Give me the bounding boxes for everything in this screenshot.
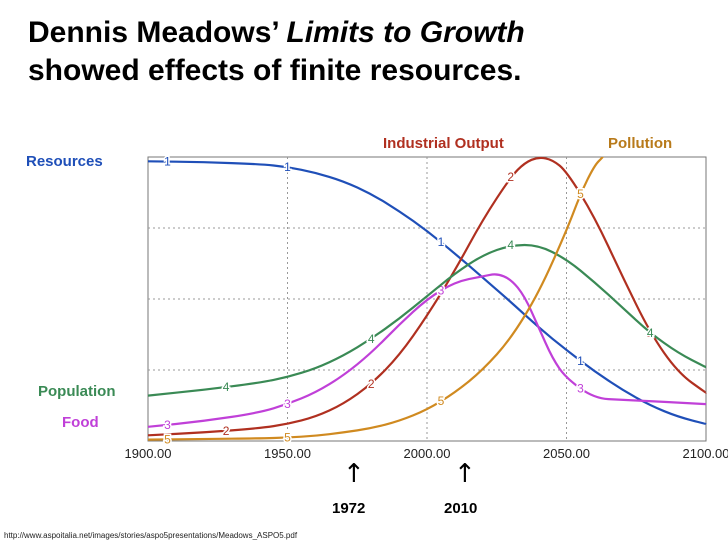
x-tick-label: 2050.00 <box>543 446 590 461</box>
series-marker: 4 <box>368 332 375 346</box>
series-marker: 3 <box>438 283 445 297</box>
series-line-food <box>147 273 707 428</box>
x-tick-label: 1900.00 <box>125 446 172 461</box>
series-marker: 4 <box>507 238 514 252</box>
label-population: Population <box>38 383 116 400</box>
series-marker: 2 <box>223 424 230 438</box>
series-marker: 5 <box>438 394 445 408</box>
series-marker: 5 <box>164 432 171 446</box>
label-industrial-output: Industrial Output <box>383 135 504 152</box>
title-prefix: Dennis Meadows’ <box>28 16 287 49</box>
series-marker: 1 <box>438 235 445 249</box>
series-marker: 3 <box>284 397 291 411</box>
series-marker: 1 <box>284 160 291 174</box>
arrow-up-icon: ↑ <box>343 459 365 489</box>
series-marker: 4 <box>223 380 230 394</box>
source-citation: http://www.aspoitalia.net/images/stories… <box>4 531 298 540</box>
title-book: Limits to Growth <box>286 16 525 49</box>
annotation-2010: 2010 <box>444 500 478 517</box>
slide-title: Dennis Meadows’ Limits to Growth showed e… <box>28 14 718 90</box>
annotation-1972: 1972 <box>332 500 366 517</box>
series-line-industrial-output <box>147 156 708 437</box>
x-tick-label: 2000.00 <box>404 446 451 461</box>
label-pollution: Pollution <box>608 135 673 152</box>
series-marker: 2 <box>507 170 514 184</box>
series-marker: 2 <box>368 377 375 391</box>
series-marker: 1 <box>164 155 171 169</box>
x-tick-label: 1950.00 <box>264 446 311 461</box>
series-marker: 3 <box>577 381 584 395</box>
series-marker: 1 <box>577 354 584 368</box>
label-food: Food <box>62 414 99 431</box>
series-line-resources <box>147 160 707 426</box>
label-resources: Resources <box>26 153 103 170</box>
series-marker: 3 <box>164 418 171 432</box>
arrow-up-icon: ↑ <box>454 459 476 489</box>
series-marker: 5 <box>284 431 291 445</box>
series-marker: 4 <box>647 326 654 340</box>
title-line2: showed effects of finite resources. <box>28 54 522 87</box>
series-line-pollution <box>147 156 604 441</box>
series-marker: 5 <box>577 187 584 201</box>
x-tick-label: 2100.00 <box>683 446 728 461</box>
series-line-population <box>147 243 707 397</box>
